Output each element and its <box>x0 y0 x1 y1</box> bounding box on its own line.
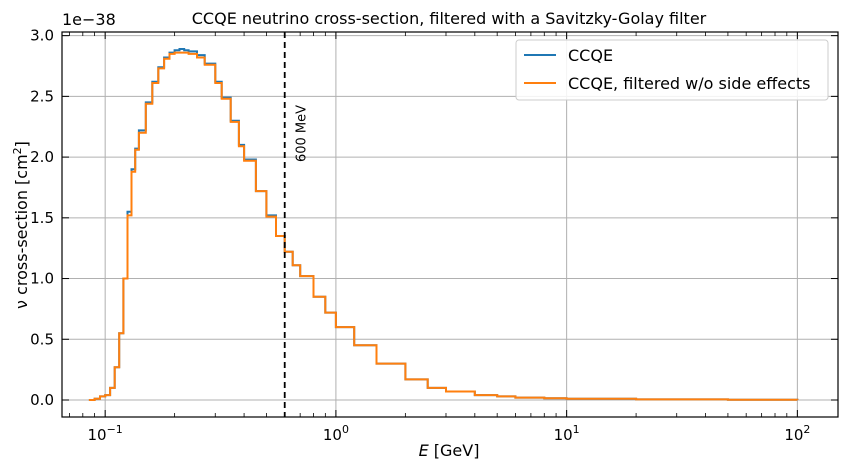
series-line-0 <box>88 48 799 401</box>
x-tick-label: 102 <box>784 423 810 444</box>
y-axis-label-sup: 2 <box>11 147 24 154</box>
legend-label-filtered: CCQE, filtered w/o side effects <box>568 74 811 93</box>
legend-box <box>515 39 829 101</box>
y-tick-label: 2.0 <box>30 148 54 166</box>
x-tick-label-base: 10 <box>88 426 107 444</box>
minor-ticks <box>69 32 788 417</box>
x-tick-label: 101 <box>554 423 580 444</box>
y-tick-label: 2.5 <box>30 87 54 105</box>
legend: CCQE CCQE, filtered w/o side effects <box>515 39 829 101</box>
x-tick-label-exp: 1 <box>573 423 580 436</box>
x-axis-label: E [GeV] <box>419 441 480 460</box>
y-tick-label: 0.5 <box>30 330 54 348</box>
x-tick-label-exp: 2 <box>803 423 810 436</box>
x-tick-label-exp: −1 <box>107 423 123 436</box>
x-tick-label-base: 10 <box>784 426 803 444</box>
y-offset-label: 1e−38 <box>62 10 116 29</box>
y-tick-label: 1.5 <box>30 209 54 227</box>
x-tick-label-exp: 0 <box>342 423 349 436</box>
y-tick-label: 1.0 <box>30 270 54 288</box>
x-tick-label-base: 10 <box>554 426 573 444</box>
series-lines <box>88 48 799 401</box>
x-tick-label: 10−1 <box>88 423 123 444</box>
y-tick-label: 0.0 <box>30 391 54 409</box>
vline-label: 600 MeV <box>295 105 310 162</box>
y-tick-label: 3.0 <box>30 27 54 45</box>
x-tick-label-base: 10 <box>323 426 342 444</box>
chart-title: CCQE neutrino cross-section, filtered wi… <box>192 9 707 28</box>
plot-frame <box>61 31 839 418</box>
x-axis-var: E <box>419 441 430 460</box>
y-axis-label-close: ] <box>12 141 31 147</box>
x-tick-label: 100 <box>323 423 349 444</box>
x-axis-unit: [GeV] <box>429 441 480 460</box>
vertical-marker: 600 MeV <box>283 32 310 417</box>
y-axis-label-main: ν cross-section [cm <box>12 154 31 309</box>
y-axis-label: ν cross-section [cm2] <box>11 141 31 309</box>
series-line-1 <box>88 51 799 401</box>
legend-label-ccqe: CCQE <box>568 46 613 65</box>
